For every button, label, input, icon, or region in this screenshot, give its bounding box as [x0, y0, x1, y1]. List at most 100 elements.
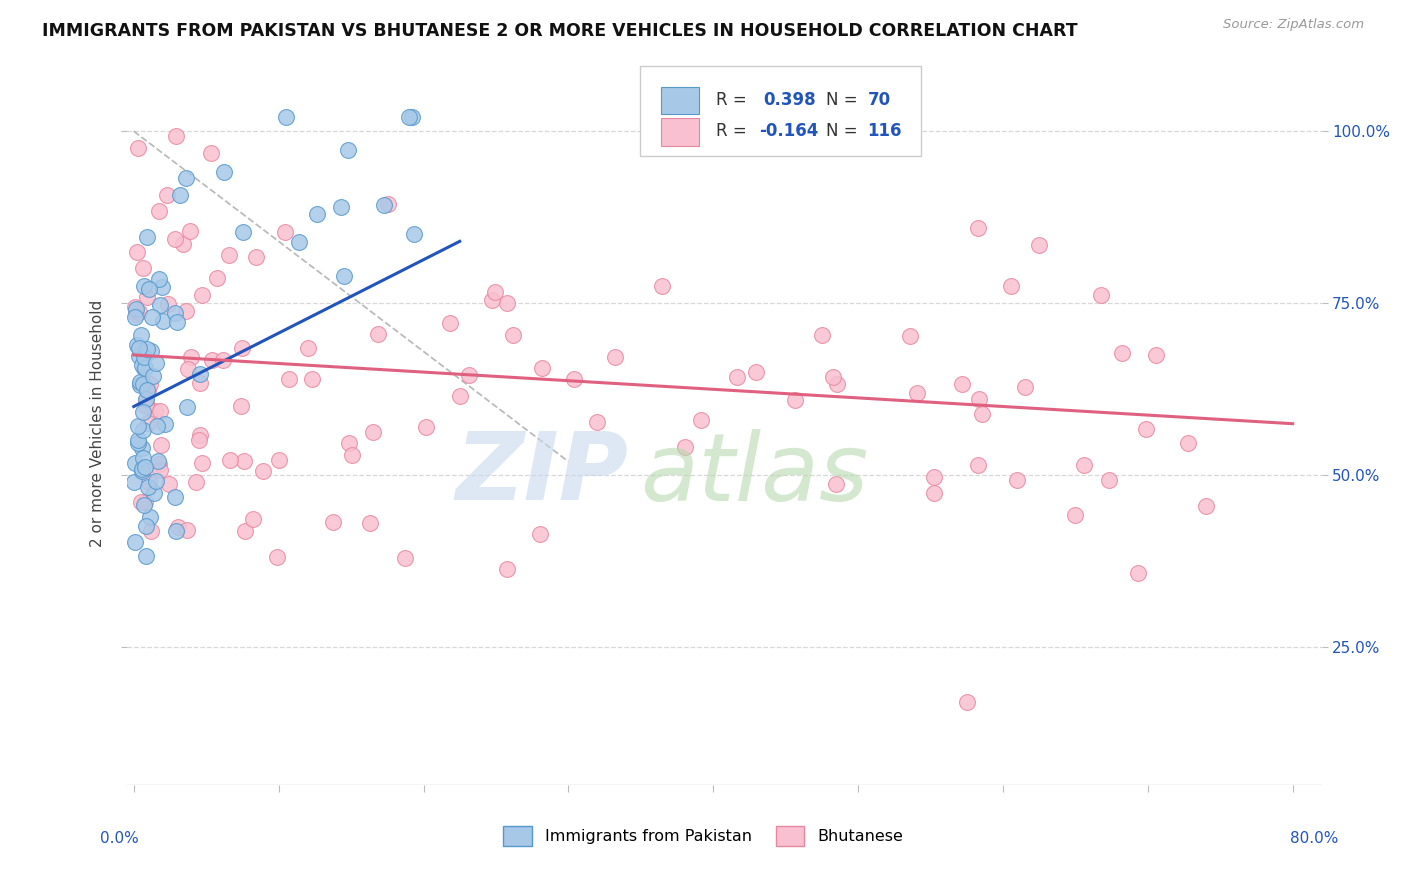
- Point: [145, 474, 167, 488]
- Point: [180, 351, 202, 365]
- Point: [134, 392, 156, 407]
- Point: [200, 146, 222, 161]
- Point: [340, 448, 363, 462]
- Text: N =: N =: [825, 91, 858, 109]
- Point: [146, 419, 169, 434]
- Point: [128, 341, 150, 355]
- Point: [136, 383, 159, 397]
- Point: [132, 261, 155, 276]
- Point: [336, 144, 359, 158]
- Point: [266, 549, 288, 564]
- Point: [131, 358, 153, 372]
- Point: [148, 271, 170, 285]
- Point: [124, 535, 146, 549]
- Point: [165, 129, 187, 144]
- Point: [179, 225, 201, 239]
- Point: [673, 440, 696, 454]
- Point: [329, 200, 352, 214]
- Point: [134, 459, 156, 474]
- Point: [172, 236, 194, 251]
- Point: [1014, 380, 1036, 394]
- Point: [149, 298, 172, 312]
- Point: [134, 350, 156, 364]
- Text: R =: R =: [716, 122, 747, 140]
- Point: [163, 490, 186, 504]
- Point: [136, 479, 159, 493]
- Point: [157, 477, 180, 491]
- Point: [398, 111, 420, 125]
- Point: [167, 520, 190, 534]
- Point: [950, 376, 973, 391]
- Point: [337, 435, 360, 450]
- Point: [361, 425, 384, 440]
- Point: [127, 419, 149, 434]
- Point: [218, 248, 240, 262]
- Point: [145, 356, 167, 370]
- Point: [145, 404, 167, 418]
- Point: [1090, 287, 1112, 301]
- Point: [811, 327, 834, 342]
- FancyBboxPatch shape: [661, 87, 699, 114]
- Point: [132, 405, 155, 419]
- Point: [231, 341, 253, 355]
- Point: [138, 475, 160, 490]
- Point: [139, 377, 162, 392]
- Point: [269, 453, 291, 467]
- Point: [152, 314, 174, 328]
- Point: [134, 360, 156, 375]
- Point: [1111, 346, 1133, 360]
- Point: [132, 360, 155, 375]
- Point: [288, 235, 311, 249]
- Point: [127, 141, 149, 155]
- Point: [138, 416, 160, 430]
- Y-axis label: 2 or more Vehicles in Household: 2 or more Vehicles in Household: [90, 300, 105, 548]
- Point: [967, 221, 990, 235]
- Point: [176, 523, 198, 537]
- Point: [149, 462, 172, 476]
- Point: [135, 519, 157, 533]
- Text: 0.398: 0.398: [763, 91, 815, 109]
- Point: [174, 171, 197, 186]
- Point: [148, 204, 170, 219]
- Point: [274, 111, 297, 125]
- Text: 116: 116: [868, 122, 903, 140]
- Point: [922, 469, 945, 483]
- Point: [155, 417, 177, 431]
- Point: [274, 225, 297, 239]
- Point: [135, 383, 157, 397]
- Point: [124, 310, 146, 325]
- Point: [191, 456, 214, 470]
- Point: [689, 413, 711, 427]
- Point: [187, 433, 209, 447]
- Point: [125, 302, 148, 317]
- Point: [1126, 566, 1149, 580]
- Point: [201, 353, 224, 368]
- Point: [122, 475, 145, 489]
- Point: [495, 561, 517, 575]
- Point: [359, 516, 381, 530]
- Point: [135, 549, 157, 563]
- Point: [134, 495, 156, 509]
- Point: [278, 371, 301, 385]
- Point: [484, 285, 506, 299]
- Point: [603, 351, 626, 365]
- Point: [184, 475, 207, 489]
- Point: [972, 408, 994, 422]
- Point: [134, 498, 156, 512]
- Point: [322, 515, 344, 529]
- Point: [212, 353, 235, 368]
- Point: [131, 464, 153, 478]
- Point: [229, 399, 252, 413]
- Point: [128, 378, 150, 392]
- Point: [150, 279, 173, 293]
- Point: [1028, 237, 1050, 252]
- Point: [128, 349, 150, 363]
- Point: [1064, 508, 1087, 522]
- Point: [135, 342, 157, 356]
- Point: [136, 290, 159, 304]
- Point: [924, 485, 946, 500]
- Point: [1000, 278, 1022, 293]
- Point: [495, 296, 517, 310]
- Point: [124, 456, 146, 470]
- Point: [165, 306, 187, 320]
